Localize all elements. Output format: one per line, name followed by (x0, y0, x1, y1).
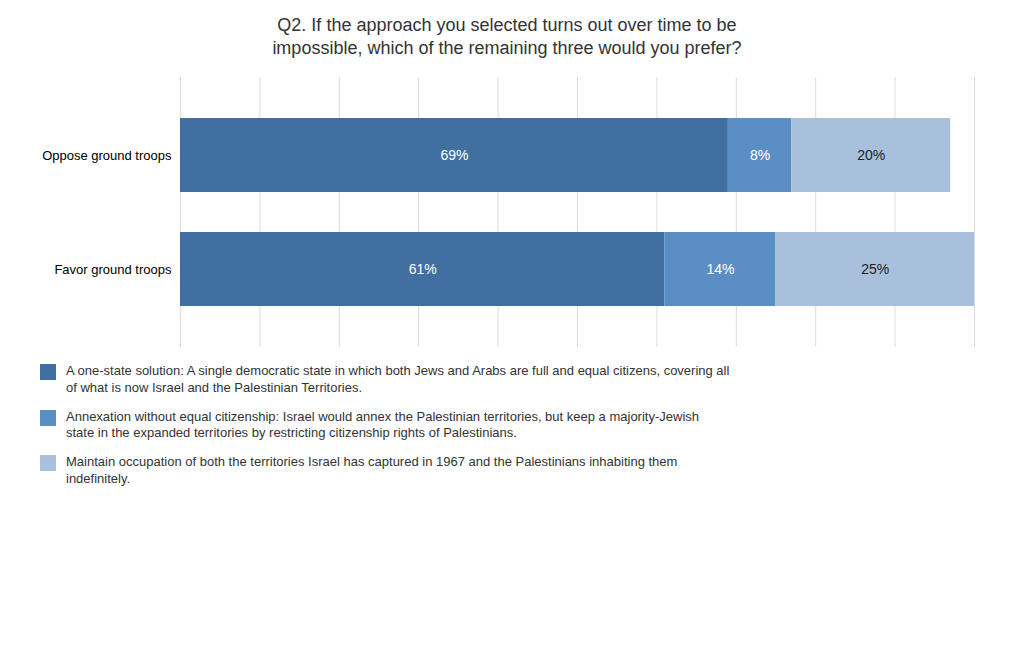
svg-text:14%: 14% (706, 261, 734, 277)
svg-text:25%: 25% (861, 261, 889, 277)
svg-text:Favor ground troops: Favor ground troops (54, 261, 172, 276)
html-text:Annexation without equal citiz: Annexation without equal citizenship: Is… (66, 408, 699, 441)
svg-text:69%: 69% (440, 147, 468, 163)
svg-text:61%: 61% (409, 261, 437, 277)
html-text:A one-state solution: A single: A one-state solution: A single democrati… (66, 362, 730, 395)
html-text:Maintain occupation of both th: Maintain occupation of both the territor… (66, 454, 678, 487)
svg-text:8%: 8% (750, 147, 770, 163)
svg-text:20%: 20% (857, 147, 885, 163)
svg-text:Oppose ground troops: Oppose ground troops (42, 147, 172, 162)
html-text:Q2. If the approach you select: Q2. If the approach you selected turns o… (272, 15, 742, 59)
